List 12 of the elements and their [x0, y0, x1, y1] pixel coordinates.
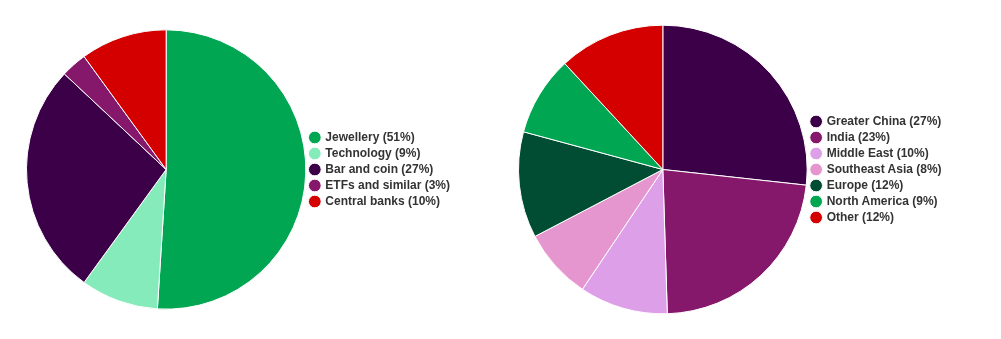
legend-label: Greater China (27%) [826, 113, 942, 128]
legend-label: Jewellery (51%) [325, 129, 415, 144]
legend-label: Middle East (10%) [826, 145, 929, 160]
legend-label: ETFs and similar (3%) [325, 177, 450, 192]
legend-label: North America (9%) [826, 193, 938, 208]
legend-label: Southeast Asia (8%) [826, 161, 942, 176]
legend-label: Europe (12%) [826, 177, 904, 192]
legend-label: Technology (9%) [325, 145, 421, 160]
legend-label: India (23%) [826, 129, 890, 144]
legend-label: Bar and coin (27%) [325, 161, 434, 176]
legend-label: Central banks (10%) [325, 193, 441, 208]
legend-label: Other (12%) [826, 209, 894, 224]
